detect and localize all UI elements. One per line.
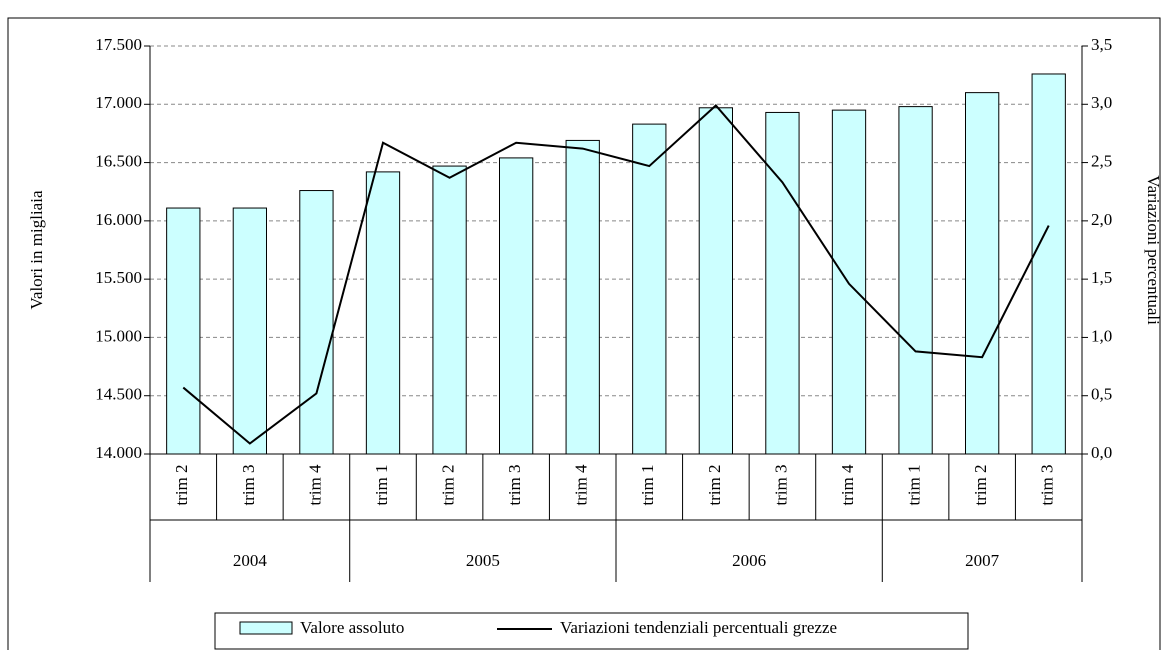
- y-tick-label: 17.500: [95, 35, 142, 54]
- x-group-label: 2005: [466, 551, 500, 570]
- bar: [565, 139, 600, 455]
- x-group-label: 2004: [233, 551, 268, 570]
- line: [182, 104, 1050, 445]
- bar: [432, 165, 467, 455]
- bar: [365, 171, 401, 455]
- y-tick-label: 14.500: [95, 385, 142, 404]
- y2-tick-label: 0,5: [1091, 385, 1112, 404]
- legend-swatch: [239, 621, 293, 635]
- x-tick-label: trim 2: [172, 464, 191, 505]
- y-tick-label: 16.500: [95, 151, 142, 170]
- y-tick-label: 14.000: [95, 443, 142, 462]
- bar: [765, 111, 800, 455]
- x-tick-label: trim 4: [838, 464, 857, 506]
- bar: [698, 107, 734, 455]
- bar: [232, 207, 267, 455]
- y2-tick-label: 2,0: [1091, 210, 1112, 229]
- bar: [965, 92, 1000, 455]
- x-tick-label: trim 2: [971, 464, 990, 505]
- y2-tick-label: 1,5: [1091, 268, 1112, 287]
- y2-tick-label: 3,5: [1091, 35, 1112, 54]
- y-tick-label: 17.000: [95, 93, 142, 112]
- y2-tick-label: 2,5: [1091, 151, 1112, 170]
- x-group-label: 2006: [732, 551, 766, 570]
- x-tick-label: trim 1: [372, 464, 391, 505]
- y2-tick-label: 1,0: [1091, 326, 1112, 345]
- x-tick-label: trim 1: [904, 464, 923, 505]
- x-tick-label: trim 4: [572, 464, 591, 506]
- bar: [166, 207, 201, 455]
- y-axis-label: Valori in migliaia: [27, 190, 46, 309]
- x-tick-label: trim 1: [638, 464, 657, 505]
- y-tick-label: 16.000: [95, 210, 142, 229]
- x-tick-label: trim 3: [1038, 464, 1057, 505]
- x-tick-label: trim 3: [505, 464, 524, 505]
- x-tick-label: trim 4: [305, 464, 324, 506]
- y-tick-label: 15.000: [95, 326, 142, 345]
- legend-box: [214, 612, 969, 650]
- x-group-label: 2007: [965, 551, 1000, 570]
- x-tick-label: trim 3: [771, 464, 790, 505]
- x-tick-label: trim 3: [239, 464, 258, 505]
- x-tick-label: trim 2: [438, 464, 457, 505]
- bar: [499, 157, 534, 455]
- bar: [299, 190, 334, 455]
- bar: [1031, 73, 1066, 455]
- legend-label: Valore assoluto: [300, 618, 404, 637]
- x-tick-label: trim 2: [705, 464, 724, 505]
- bar: [898, 106, 933, 455]
- y2-tick-label: 0,0: [1091, 443, 1112, 462]
- y2-axis-label: Variazioni percentuali: [1144, 175, 1163, 325]
- y-tick-label: 15.500: [95, 268, 142, 287]
- bar: [632, 123, 667, 455]
- y2-tick-label: 3,0: [1091, 93, 1112, 112]
- legend-label: Variazioni tendenziali percentuali grezz…: [560, 618, 837, 637]
